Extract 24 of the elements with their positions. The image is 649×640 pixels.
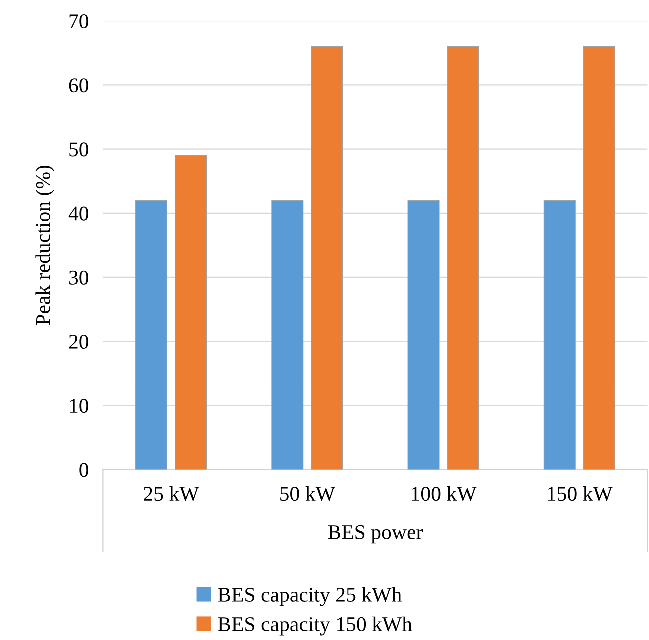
bar bbox=[136, 200, 168, 470]
y-tick-label: 10 bbox=[70, 399, 89, 414]
bar bbox=[408, 200, 440, 470]
x-axis-title: BES power bbox=[328, 525, 424, 544]
legend-label: BES capacity 150 kWh bbox=[218, 616, 412, 636]
y-axis-title: Peak reduction (%) bbox=[36, 166, 55, 326]
x-tick-label: 150 kW bbox=[548, 486, 613, 502]
bar bbox=[583, 46, 616, 470]
x-tick-label: 50 kW bbox=[280, 486, 336, 502]
y-tick-label: 20 bbox=[69, 334, 89, 350]
y-tick-label: 30 bbox=[69, 270, 89, 285]
bar bbox=[174, 155, 207, 470]
y-tick-label: 0 bbox=[80, 463, 89, 478]
bar bbox=[311, 46, 344, 470]
y-tick-label: 60 bbox=[69, 78, 89, 93]
bar bbox=[447, 46, 480, 470]
x-tick-label: 100 kW bbox=[412, 486, 477, 502]
bar bbox=[544, 200, 576, 470]
bar bbox=[272, 200, 304, 470]
y-tick-label: 70 bbox=[70, 14, 89, 29]
x-tick-label: 25 kW bbox=[144, 486, 200, 502]
y-tick-label: 40 bbox=[68, 206, 89, 221]
legend-label: BES capacity 25 kWh bbox=[218, 587, 402, 606]
y-tick-label: 50 bbox=[70, 142, 89, 157]
